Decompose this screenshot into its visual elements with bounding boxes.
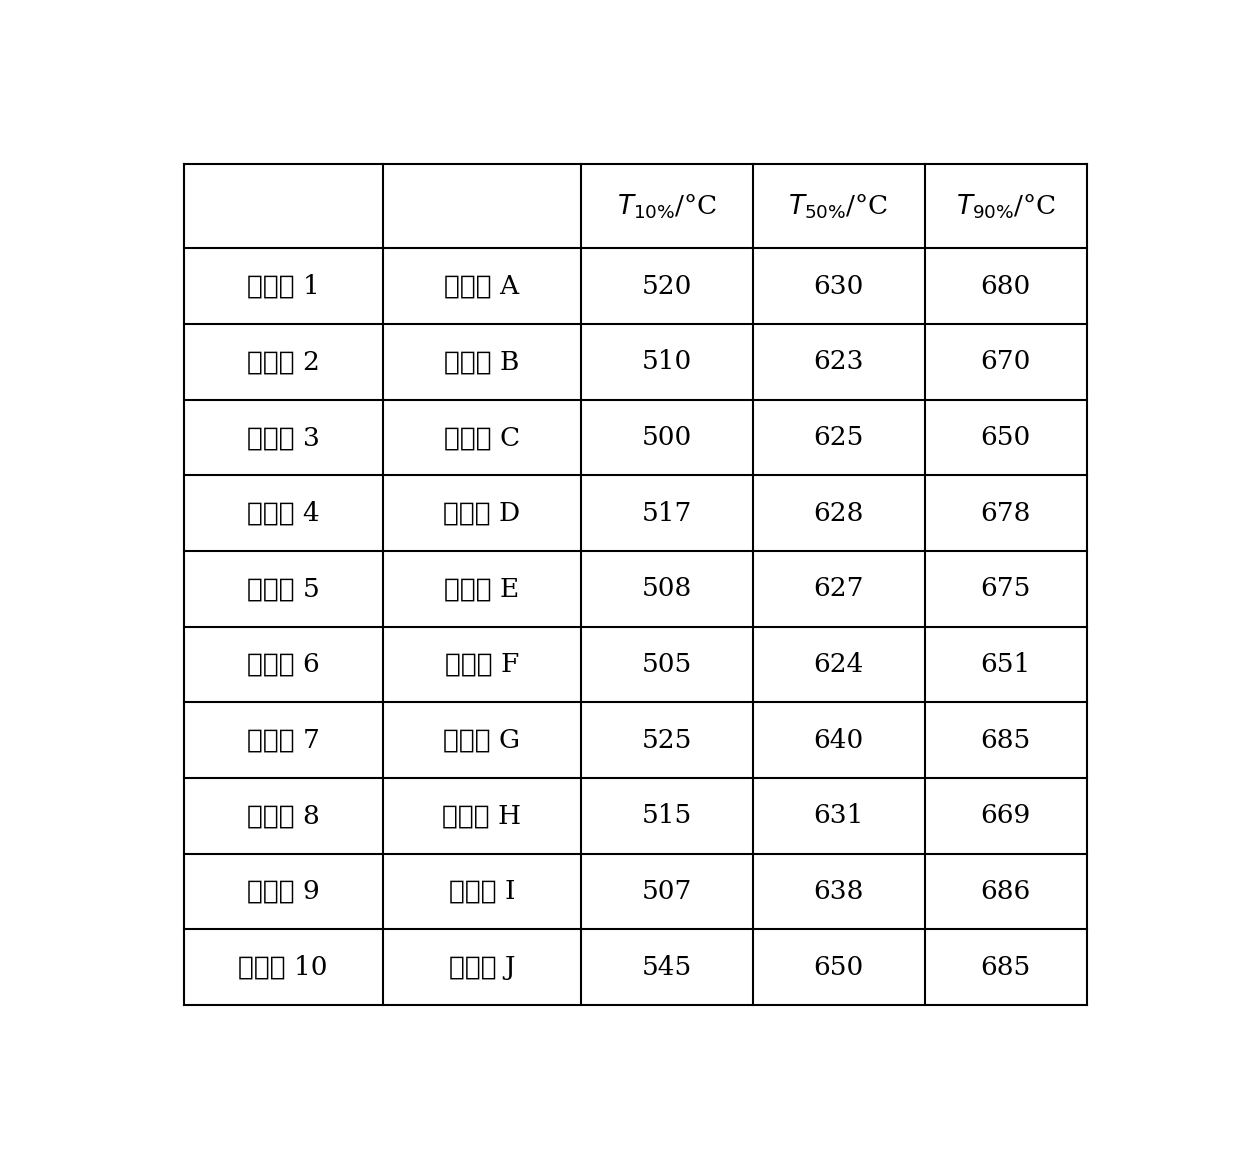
Text: 催化剂 C: 催化剂 C — [444, 425, 520, 450]
Text: 实施例 9: 实施例 9 — [247, 879, 320, 904]
Text: 628: 628 — [813, 501, 864, 526]
Text: 623: 623 — [813, 349, 864, 375]
Text: 实施例 1: 实施例 1 — [247, 273, 320, 299]
Text: 669: 669 — [981, 803, 1030, 828]
Text: 650: 650 — [813, 955, 864, 980]
Text: 催化剂 J: 催化剂 J — [449, 955, 515, 980]
Text: 510: 510 — [642, 349, 692, 375]
Text: 实施例 8: 实施例 8 — [247, 803, 320, 828]
Text: 520: 520 — [642, 273, 692, 299]
Text: 627: 627 — [813, 577, 864, 601]
Text: 催化剂 G: 催化剂 G — [444, 727, 521, 753]
Text: 催化剂 F: 催化剂 F — [445, 651, 520, 677]
Text: 505: 505 — [642, 651, 692, 677]
Text: 517: 517 — [642, 501, 692, 526]
Text: 催化剂 A: 催化剂 A — [444, 273, 520, 299]
Text: 508: 508 — [642, 577, 692, 601]
Text: 525: 525 — [642, 727, 692, 753]
Text: 500: 500 — [642, 425, 692, 450]
Text: 507: 507 — [642, 879, 692, 904]
Text: 催化剂 E: 催化剂 E — [444, 577, 520, 601]
Text: 催化剂 D: 催化剂 D — [444, 501, 521, 526]
Text: 催化剂 B: 催化剂 B — [444, 349, 520, 375]
Text: 实施例 2: 实施例 2 — [247, 349, 320, 375]
Text: 685: 685 — [981, 727, 1030, 753]
Text: 催化剂 I: 催化剂 I — [449, 879, 515, 904]
Text: 670: 670 — [981, 349, 1030, 375]
Text: 650: 650 — [981, 425, 1030, 450]
Text: 685: 685 — [981, 955, 1030, 980]
Text: 515: 515 — [642, 803, 692, 828]
Text: 680: 680 — [981, 273, 1030, 299]
Text: 实施例 4: 实施例 4 — [247, 501, 320, 526]
Text: $T_{90\%}$/°C: $T_{90\%}$/°C — [956, 192, 1056, 222]
Text: 624: 624 — [813, 651, 864, 677]
Text: 545: 545 — [642, 955, 692, 980]
Text: 实施例 5: 实施例 5 — [247, 577, 320, 601]
Text: 678: 678 — [981, 501, 1030, 526]
Text: 催化剂 H: 催化剂 H — [443, 803, 522, 828]
Text: 675: 675 — [981, 577, 1030, 601]
Text: 实施例 6: 实施例 6 — [247, 651, 320, 677]
Text: $T_{50\%}$/°C: $T_{50\%}$/°C — [789, 192, 889, 222]
Text: 实施例 7: 实施例 7 — [247, 727, 320, 753]
Text: $T_{10\%}$/°C: $T_{10\%}$/°C — [616, 192, 718, 222]
Text: 638: 638 — [813, 879, 864, 904]
Text: 实施例 10: 实施例 10 — [238, 955, 327, 980]
Text: 686: 686 — [981, 879, 1030, 904]
Text: 640: 640 — [813, 727, 864, 753]
Text: 实施例 3: 实施例 3 — [247, 425, 320, 450]
Text: 630: 630 — [813, 273, 864, 299]
Text: 631: 631 — [813, 803, 864, 828]
Text: 625: 625 — [813, 425, 864, 450]
Text: 651: 651 — [981, 651, 1030, 677]
